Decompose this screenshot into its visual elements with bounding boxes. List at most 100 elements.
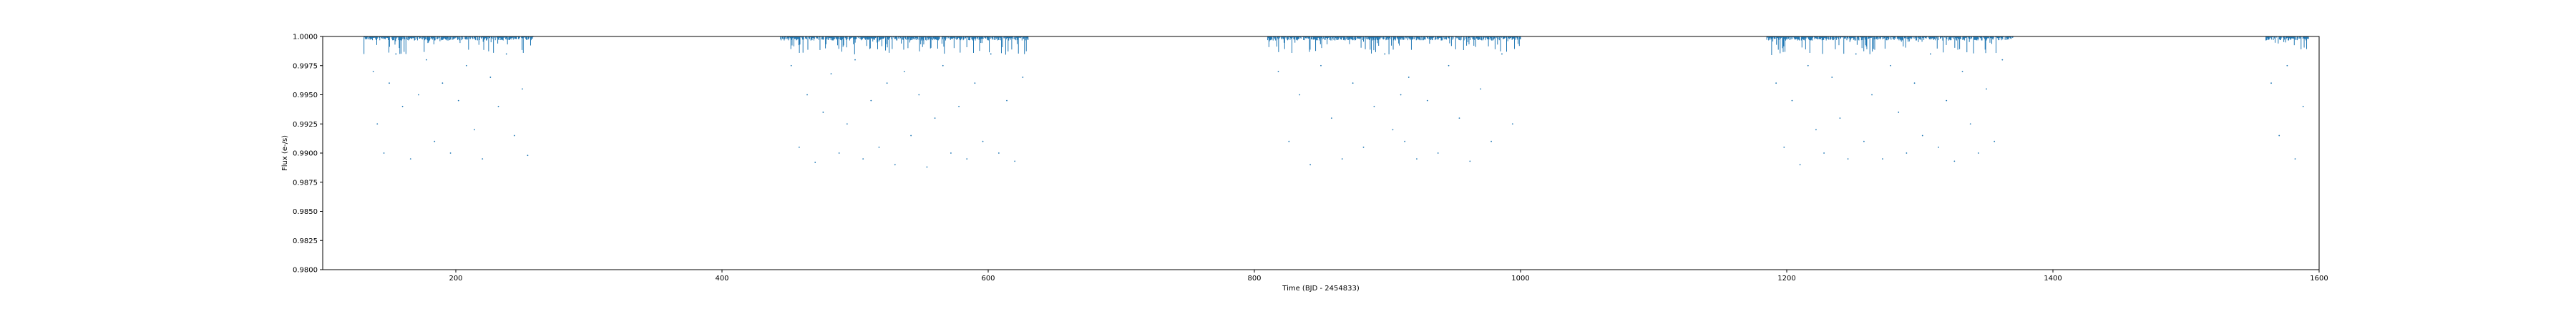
data-point xyxy=(806,94,808,96)
data-point xyxy=(522,88,523,90)
data-point xyxy=(1309,164,1312,166)
data-point xyxy=(409,158,411,160)
x-tick-label: 600 xyxy=(981,275,995,283)
data-point xyxy=(910,134,912,137)
data-point xyxy=(1961,71,1963,72)
data-point xyxy=(1938,146,1939,148)
data-point xyxy=(878,146,880,148)
data-point xyxy=(1448,64,1450,67)
data-point xyxy=(1831,77,1833,78)
data-point xyxy=(1863,140,1865,142)
y-tick-label: 0.9925 xyxy=(293,121,318,129)
data-point xyxy=(838,152,840,154)
x-tick-label: 1000 xyxy=(1511,275,1529,283)
data-point xyxy=(434,140,436,142)
data-point xyxy=(1847,158,1849,160)
y-tick-label: 0.9900 xyxy=(293,150,318,158)
data-point xyxy=(1014,160,1016,162)
data-point xyxy=(1791,99,1793,102)
data-point xyxy=(1426,99,1428,102)
x-axis-label: Time (BJD - 2454833) xyxy=(1282,285,1360,293)
data-point xyxy=(1882,158,1883,160)
data-point xyxy=(1341,158,1343,160)
data-point xyxy=(870,99,872,102)
data-point xyxy=(1946,99,1948,102)
data-point xyxy=(372,71,374,72)
data-point xyxy=(513,134,515,137)
data-point xyxy=(830,73,832,75)
data-point xyxy=(934,117,936,119)
data-point xyxy=(1352,82,1354,84)
data-point xyxy=(383,152,385,154)
y-tick-label: 1.0000 xyxy=(293,34,318,41)
data-point xyxy=(449,152,452,154)
data-point xyxy=(822,112,824,113)
data-point xyxy=(1501,53,1503,55)
data-point xyxy=(2294,158,2296,160)
data-point xyxy=(926,166,928,168)
data-point xyxy=(1437,152,1439,154)
data-point xyxy=(1775,82,1777,84)
data-point xyxy=(395,53,397,55)
data-points xyxy=(364,36,2309,168)
data-point xyxy=(2270,82,2272,84)
data-point xyxy=(1491,140,1492,142)
data-point xyxy=(457,99,459,102)
data-point xyxy=(426,59,427,61)
data-point xyxy=(1392,129,1394,131)
x-tick-label: 1600 xyxy=(2310,275,2328,283)
data-point xyxy=(1458,117,1460,119)
data-point xyxy=(2278,134,2280,137)
data-point xyxy=(1511,123,1513,125)
data-point xyxy=(1416,158,1418,160)
data-point xyxy=(2286,64,2288,67)
data-point xyxy=(918,94,920,96)
data-point xyxy=(1953,160,1956,162)
data-point xyxy=(982,140,984,142)
data-point xyxy=(1890,64,1891,67)
data-point xyxy=(465,64,467,67)
data-point xyxy=(846,123,848,125)
data-point xyxy=(1384,53,1386,55)
data-point xyxy=(1783,146,1785,148)
data-point xyxy=(474,129,475,131)
data-point xyxy=(1994,140,1996,142)
y-tick-label: 0.9800 xyxy=(293,267,318,275)
data-point xyxy=(894,164,896,166)
data-point xyxy=(814,162,816,163)
y-axis: 0.9800 0.9825 0.9850 0.9875 0.9900 0.9925 0.99… xyxy=(293,34,323,275)
data-point xyxy=(950,152,952,154)
data-point xyxy=(1469,160,1471,162)
data-point xyxy=(1288,140,1290,142)
data-point xyxy=(1807,64,1809,67)
data-point xyxy=(966,158,968,160)
data-point xyxy=(505,53,507,55)
data-point xyxy=(2001,59,2004,61)
data-point xyxy=(1404,140,1406,142)
y-tick-label: 0.9950 xyxy=(293,92,318,99)
data-point xyxy=(1929,53,1931,55)
data-point xyxy=(1277,71,1279,72)
data-point xyxy=(489,77,492,78)
x-axis: 200 400 600 800 1000 1200 1400 1600 xyxy=(449,270,2328,283)
x-tick-label: 1400 xyxy=(2044,275,2062,283)
data-point xyxy=(1022,77,1024,78)
data-point xyxy=(376,123,379,125)
data-point xyxy=(2302,105,2304,107)
data-point xyxy=(1823,152,1825,154)
data-point xyxy=(1480,88,1482,90)
data-point xyxy=(1871,94,1873,96)
y-tick-label: 0.9850 xyxy=(293,208,318,216)
data-point xyxy=(1362,146,1365,148)
data-point xyxy=(1006,99,1008,102)
data-point xyxy=(1839,117,1841,119)
data-point xyxy=(1407,77,1410,78)
y-axis-label: Flux (e-/s) xyxy=(281,135,289,171)
data-point xyxy=(1986,88,1987,90)
data-point xyxy=(798,146,800,148)
data-point xyxy=(1921,134,1923,137)
data-point xyxy=(1913,82,1916,84)
data-point xyxy=(527,154,529,157)
y-tick-label: 0.9975 xyxy=(293,62,318,70)
